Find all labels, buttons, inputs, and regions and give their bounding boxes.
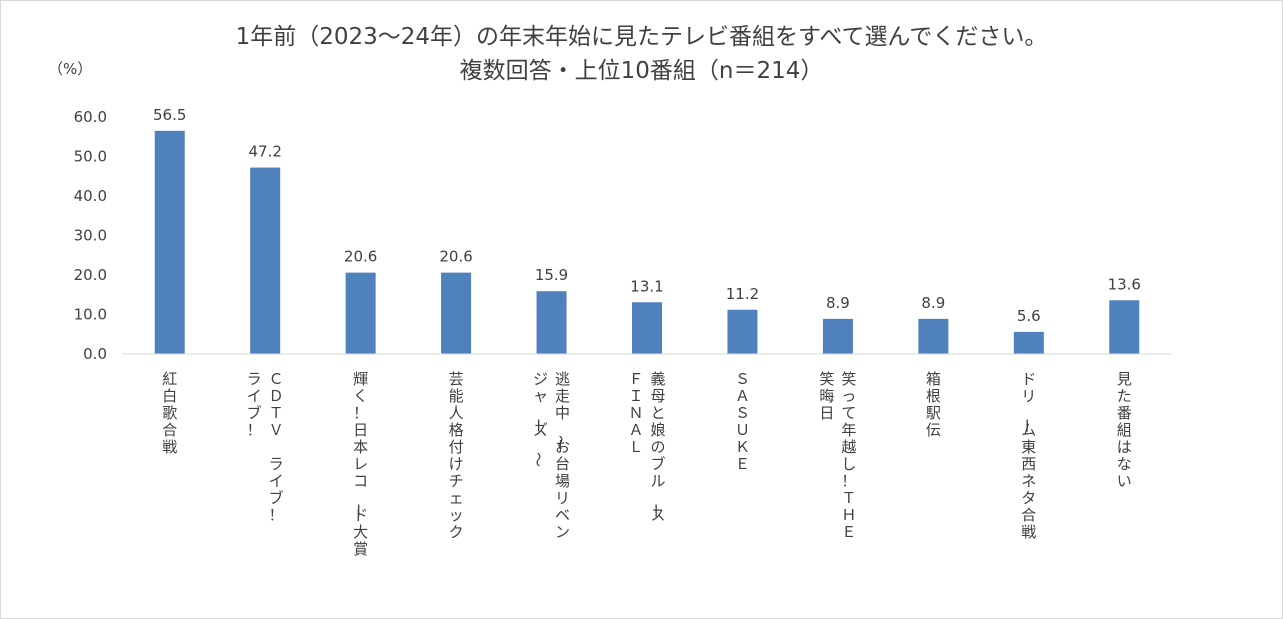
data-label: 20.6 — [344, 248, 377, 266]
category-label: 見た番組はない — [1117, 370, 1132, 490]
bar — [250, 167, 281, 354]
data-label: 47.2 — [248, 143, 281, 161]
data-label: 8.9 — [826, 294, 850, 312]
y-tick-label: 10.0 — [74, 306, 107, 324]
chart-title-line-1: 1年前（2023～24年）の年末年始に見たテレビ番組をすべて選んでください。 — [235, 24, 1048, 50]
category-label: ドリーム東西ネタ合戦 — [1017, 370, 1036, 541]
category-label: ジャーズ～ — [529, 370, 548, 467]
category-label: 箱根駅伝 — [926, 370, 941, 439]
chart-title-line-2: 複数回答・上位10番組（n＝214） — [459, 58, 824, 84]
data-label: 13.1 — [630, 277, 663, 295]
category-label: 芸能人格付けチェック — [449, 370, 464, 541]
category-label: 逃走中～お台場リベン — [551, 370, 570, 541]
category-labels: 紅白歌合戦 ＣＤＴＶ ライブ！ ライブ！ 輝く！日本レコード大賞 芸能人格付けチェック 逃… — [162, 370, 1132, 558]
data-label: 13.6 — [1108, 275, 1141, 293]
category-label: ＣＤＴＶ ライブ！ — [269, 370, 284, 524]
category-label: ライブ！ — [247, 370, 262, 439]
y-tick-label: 20.0 — [74, 266, 107, 284]
bar — [822, 318, 853, 354]
y-tick-label: 0.0 — [83, 345, 107, 363]
data-label: 5.6 — [1017, 307, 1041, 325]
bar — [1109, 300, 1140, 354]
data-label: 11.2 — [726, 285, 759, 303]
category-label: ＦＩＮＡＬ — [628, 370, 643, 456]
y-tick-label: 40.0 — [74, 187, 107, 205]
bars — [154, 130, 1140, 354]
bar — [536, 291, 567, 354]
category-label: 笑って年越し！ＴＨＥ — [841, 370, 856, 541]
chart-title: 1年前（2023～24年）の年末年始に見たテレビ番組をすべて選んでください。 複… — [0, 20, 1283, 88]
data-label: 20.6 — [439, 248, 472, 266]
bar — [441, 272, 472, 354]
bar — [918, 318, 949, 354]
y-tick-label: 50.0 — [74, 148, 107, 166]
data-labels: 56.5 47.2 20.6 20.6 15.9 13.1 11.2 8.9 8.9 5.6 13.… — [153, 106, 1141, 325]
data-label: 8.9 — [921, 294, 945, 312]
bar — [345, 272, 376, 354]
category-label: 輝く！日本レコード大賞 — [349, 370, 368, 558]
bar — [632, 302, 662, 354]
y-tick-label: 30.0 — [74, 227, 107, 245]
category-label: 紅白歌合戦 — [162, 370, 177, 456]
data-label: 56.5 — [153, 106, 186, 124]
bar — [154, 130, 185, 354]
y-tick-label: 60.0 — [74, 108, 107, 126]
bar — [727, 309, 758, 354]
category-label: ＳＡＳＵＫＥ — [735, 370, 750, 473]
y-axis-ticks: 0.0 10.0 20.0 30.0 40.0 50.0 60.0 — [74, 108, 107, 363]
y-axis-unit-label: （%） — [48, 60, 93, 78]
data-label: 15.9 — [535, 266, 568, 284]
category-label: 笑晦日 — [819, 370, 834, 422]
bar — [1013, 331, 1044, 354]
category-label: 義母と娘のブルース — [646, 370, 665, 524]
